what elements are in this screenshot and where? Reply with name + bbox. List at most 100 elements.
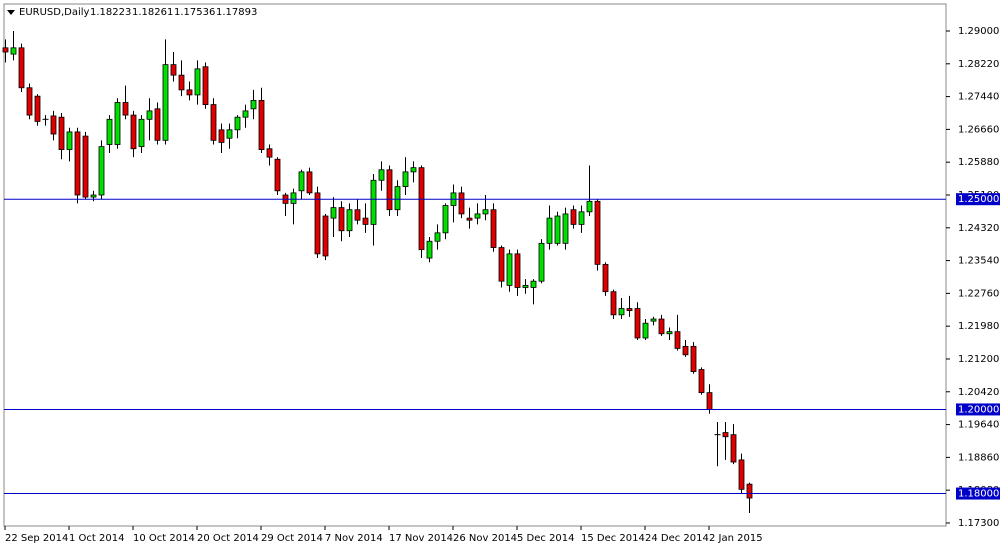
candle-body xyxy=(410,167,417,173)
candle-body xyxy=(162,64,169,141)
y-tick-label: 1.22760 xyxy=(958,288,999,299)
candle-body xyxy=(202,66,209,105)
candle-body xyxy=(154,108,161,141)
candle-body xyxy=(138,118,145,148)
x-tick-label: 20 Oct 2014 xyxy=(197,533,259,544)
candle-body xyxy=(578,211,585,225)
candle-body xyxy=(466,217,473,221)
candle-body xyxy=(482,209,489,215)
candle-body xyxy=(418,167,425,251)
candle-body xyxy=(58,116,65,150)
candle-body xyxy=(618,308,625,316)
candle-body xyxy=(682,345,689,356)
candle-body xyxy=(2,47,9,53)
candle-body xyxy=(530,280,537,288)
x-tick-label: 29 Oct 2014 xyxy=(261,533,323,544)
candle-body xyxy=(394,186,401,211)
candle-body xyxy=(130,114,137,150)
candle-body xyxy=(298,171,305,192)
x-tick-label: 24 Dec 2014 xyxy=(645,533,709,544)
candle-body xyxy=(26,87,33,116)
candle-body xyxy=(74,131,81,196)
candle-body xyxy=(674,331,681,349)
candle-body xyxy=(546,217,553,244)
candle-body xyxy=(474,213,481,219)
candle-body xyxy=(242,110,249,118)
candle-body xyxy=(194,68,201,96)
candle-body xyxy=(18,47,25,89)
y-tick-label: 1.25880 xyxy=(958,157,999,168)
x-tick-label: 17 Nov 2014 xyxy=(389,533,453,544)
y-tick-label: 1.28220 xyxy=(958,59,999,70)
candle-body xyxy=(146,110,153,120)
candle-body xyxy=(290,192,297,204)
candle-body xyxy=(554,215,561,244)
candle-body xyxy=(354,209,361,221)
candle-body xyxy=(274,158,281,192)
candle-body xyxy=(170,64,177,76)
level-label: 1.20000 xyxy=(958,404,999,415)
x-tick-label: 1 Oct 2014 xyxy=(69,533,124,544)
header-high: 1.18261 xyxy=(132,7,173,18)
candle-body xyxy=(490,209,497,248)
candle-body xyxy=(522,284,529,288)
candle-body xyxy=(666,331,673,335)
y-tick-label: 1.21980 xyxy=(958,321,999,332)
candle-body xyxy=(210,104,217,141)
x-tick-label: 15 Dec 2014 xyxy=(581,533,645,544)
candle-body xyxy=(458,192,465,215)
candle-body xyxy=(66,131,73,150)
candle-body xyxy=(370,179,377,225)
candle-body xyxy=(650,318,657,322)
candle-body xyxy=(306,171,313,194)
candle-body xyxy=(498,247,505,282)
candle-body xyxy=(506,253,513,286)
candle-body xyxy=(98,146,105,196)
candle-body xyxy=(610,291,617,316)
candle-body xyxy=(386,169,393,211)
level-label-box xyxy=(956,193,1000,206)
candle-body xyxy=(746,483,753,499)
candle-body xyxy=(322,215,329,257)
header-open: 1.18223 xyxy=(90,7,131,18)
level-label: 1.18000 xyxy=(958,489,999,500)
y-tick-label: 1.17300 xyxy=(958,518,999,529)
candle-body xyxy=(722,432,729,438)
candle-body xyxy=(514,253,521,288)
candle-body xyxy=(50,115,57,135)
candle-body xyxy=(594,200,601,265)
candle-body xyxy=(338,207,345,232)
candle-body xyxy=(706,392,713,410)
candle-body xyxy=(82,135,89,198)
candle-body xyxy=(346,209,353,232)
candle-body xyxy=(426,240,433,259)
candle-body xyxy=(586,200,593,213)
header-close: 1.17893 xyxy=(216,7,257,18)
candle-body xyxy=(738,459,745,490)
x-tick-label: 22 Sep 2014 xyxy=(5,533,68,544)
candle-body xyxy=(250,99,257,110)
y-tick-label: 1.20420 xyxy=(958,387,999,398)
candle-body xyxy=(658,318,665,335)
candle-body xyxy=(442,205,449,234)
candle-body xyxy=(402,171,409,187)
menu-arrow xyxy=(7,10,15,15)
y-tick-label: 1.27440 xyxy=(958,92,999,103)
candle-body xyxy=(642,322,649,339)
candle-body xyxy=(362,217,369,225)
candle-body xyxy=(34,95,41,122)
candle-body xyxy=(538,242,545,282)
plot-area xyxy=(3,3,947,527)
level-label-box xyxy=(956,487,1000,500)
y-tick-label: 1.23540 xyxy=(958,256,999,267)
x-tick-label: 7 Nov 2014 xyxy=(325,533,383,544)
candle-body xyxy=(90,194,97,198)
candle-body xyxy=(234,116,241,131)
candle-body xyxy=(698,369,705,394)
candle-body xyxy=(434,232,441,242)
candle-body xyxy=(106,118,113,145)
candle-body xyxy=(626,308,633,312)
level-label: 1.25000 xyxy=(958,194,999,205)
candle-body xyxy=(730,434,737,463)
